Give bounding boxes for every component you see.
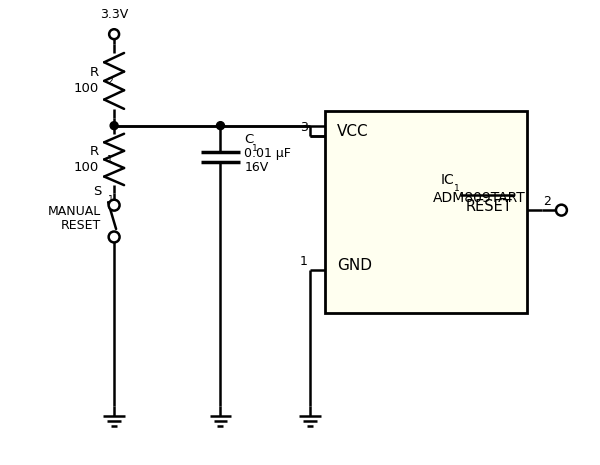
Text: 2: 2 bbox=[544, 195, 551, 208]
Text: R: R bbox=[90, 145, 99, 158]
Text: C: C bbox=[244, 133, 254, 146]
Text: IC: IC bbox=[440, 173, 454, 187]
Text: 100: 100 bbox=[74, 82, 99, 95]
Text: 0.01 μF: 0.01 μF bbox=[244, 147, 291, 160]
Circle shape bbox=[217, 122, 224, 130]
Text: R: R bbox=[90, 66, 99, 80]
Text: 1: 1 bbox=[454, 184, 460, 193]
Text: 3: 3 bbox=[300, 120, 308, 133]
Text: ADM809TART: ADM809TART bbox=[433, 191, 526, 205]
Text: RESET: RESET bbox=[466, 199, 513, 213]
Text: 16V: 16V bbox=[244, 161, 269, 174]
Text: 1: 1 bbox=[252, 144, 258, 153]
Circle shape bbox=[556, 205, 567, 216]
Text: 1: 1 bbox=[107, 155, 113, 165]
Text: MANUAL: MANUAL bbox=[48, 205, 101, 218]
Text: S: S bbox=[93, 185, 101, 198]
Text: 1: 1 bbox=[108, 195, 114, 204]
Text: RESET: RESET bbox=[61, 219, 101, 232]
Text: 3.3V: 3.3V bbox=[100, 8, 128, 21]
Circle shape bbox=[110, 122, 118, 130]
Circle shape bbox=[109, 29, 119, 39]
Text: GND: GND bbox=[337, 258, 372, 273]
Circle shape bbox=[109, 232, 119, 242]
Bar bbox=[325, 111, 527, 312]
Text: 1: 1 bbox=[300, 255, 308, 268]
Text: 100: 100 bbox=[74, 161, 99, 174]
Text: VCC: VCC bbox=[337, 124, 368, 139]
Circle shape bbox=[109, 199, 119, 211]
Text: 2: 2 bbox=[107, 77, 113, 86]
